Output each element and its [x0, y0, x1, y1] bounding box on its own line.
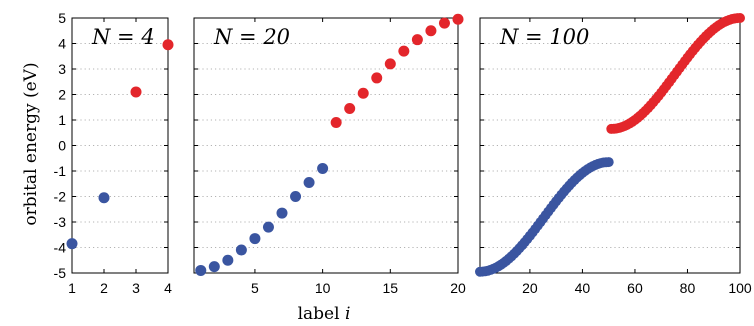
x-tick-label: 100: [728, 280, 752, 296]
data-point: [411, 34, 423, 46]
data-point: [276, 207, 288, 219]
panel-2: 5 10 15 20 N = 20: [193, 13, 466, 296]
x-tick-label: 10: [315, 280, 331, 296]
x-tick-label: 20: [450, 280, 466, 296]
panel-title: N = 100: [499, 25, 589, 49]
panels-group: -5 -4 -3 -2 -1 0 1 2 3 4 5 1 2 3 4 N = 4 5 10 15 20 N = 20 20…: [54, 10, 752, 296]
data-point: [235, 244, 247, 256]
data-point: [162, 39, 174, 51]
data-point: [208, 261, 220, 273]
x-tick-label: 3: [132, 280, 140, 296]
data-point: [98, 192, 110, 204]
x-axis-label-var: i: [345, 304, 350, 324]
panel-3: 20 40 60 80 100 N = 100: [475, 13, 752, 296]
data-point: [438, 17, 450, 29]
x-tick-label: 60: [627, 280, 643, 296]
x-tick-label: 40: [575, 280, 591, 296]
data-point: [290, 191, 302, 202]
data-point: [249, 233, 261, 245]
data-point: [66, 238, 78, 250]
data-point: [452, 13, 464, 25]
y-tick-label: 5: [58, 10, 66, 26]
y-tick-label: -4: [54, 240, 67, 256]
data-point: [195, 264, 207, 276]
panel-frame: [71, 17, 169, 274]
y-tick-label: -3: [54, 214, 67, 230]
y-tick-label: 0: [58, 138, 66, 154]
data-point: [425, 25, 437, 37]
y-tick-label: -1: [54, 163, 67, 179]
x-tick-label: 20: [522, 280, 538, 296]
y-tick-label: 4: [58, 36, 66, 52]
data-point: [603, 157, 614, 168]
y-tick-label: 2: [58, 87, 66, 103]
data-point: [371, 72, 383, 84]
data-point: [735, 13, 745, 23]
panel-title: N = 4: [91, 25, 155, 49]
x-tick-label: 15: [383, 280, 399, 296]
data-point: [357, 87, 369, 99]
panel-1: -5 -4 -3 -2 -1 0 1 2 3 4 5 1 2 3 4 N = 4: [54, 10, 174, 296]
data-point: [222, 254, 234, 266]
x-axis-label-text: label: [298, 304, 345, 324]
x-tick-label: 1: [68, 280, 76, 296]
x-tick-label: 80: [680, 280, 696, 296]
data-point: [262, 221, 274, 233]
y-tick-label: 3: [58, 61, 66, 77]
panel-frame: [479, 17, 741, 274]
y-tick-label: 1: [58, 112, 66, 128]
x-tick-label: 4: [164, 280, 172, 296]
y-tick-label: -2: [54, 189, 67, 205]
x-tick-label: 5: [251, 280, 259, 296]
data-point: [330, 117, 342, 129]
panel-frame: [193, 17, 459, 274]
x-axis-label: label i: [298, 304, 351, 324]
x-tick-label: 2: [100, 280, 108, 296]
data-point: [317, 162, 329, 174]
data-point: [344, 103, 356, 115]
data-point: [303, 176, 315, 188]
panel-title: N = 20: [213, 25, 290, 49]
data-point: [384, 58, 396, 70]
y-axis-label: orbital energy (eV): [21, 62, 41, 225]
data-point: [130, 86, 142, 98]
data-point: [398, 45, 410, 57]
y-tick-label: -5: [54, 265, 67, 281]
